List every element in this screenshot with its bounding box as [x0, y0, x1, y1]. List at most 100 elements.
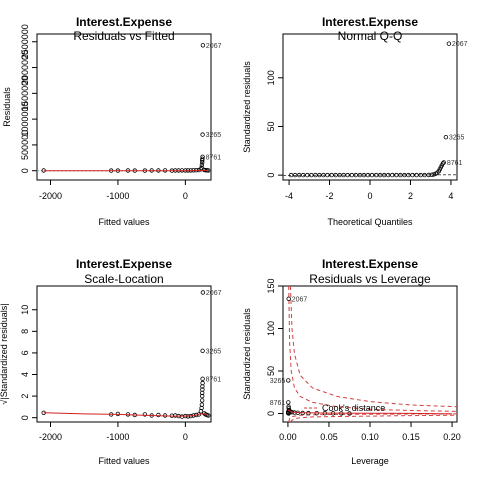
x-tick-label: 0 — [183, 191, 188, 201]
data-point — [142, 412, 148, 417]
data-layer — [283, 41, 457, 178]
y-tick-label: 100 — [266, 321, 276, 336]
data-point — [156, 412, 161, 418]
data-point — [333, 172, 338, 178]
point-label: 2067 — [206, 43, 222, 50]
data-point — [292, 172, 298, 178]
cooks-legend: Cook's distance — [304, 403, 385, 413]
data-point — [431, 172, 436, 177]
point-label: 3265 — [206, 348, 222, 355]
x-tick-label: 0 — [183, 432, 188, 442]
data-point — [377, 172, 383, 178]
data-point — [200, 290, 206, 295]
y-tick-label: 100 — [266, 70, 276, 85]
data-point — [443, 134, 449, 140]
cooks-legend-label: Cook's distance — [322, 403, 385, 413]
x-tick-label: 0.20 — [443, 432, 461, 442]
data-point — [429, 172, 434, 177]
plot-frame — [282, 33, 458, 181]
y-tick-label: 0 — [266, 411, 276, 416]
y-tick-label: 4 — [20, 372, 30, 377]
point-label: 3265 — [270, 378, 286, 385]
y-tick-label: 2000000 — [20, 50, 30, 85]
data-point — [441, 160, 446, 165]
y-tick-label: 150 — [266, 278, 276, 293]
chart-subtitle: Residuals vs Fitted — [73, 29, 174, 43]
y-axis-label: √|Standardized residuals| — [0, 303, 9, 404]
data-point — [398, 172, 403, 178]
y-tick-label: 50 — [266, 366, 276, 376]
x-axis-label: Theoretical Quantiles — [327, 217, 413, 227]
y-tick-label: 50 — [266, 121, 276, 131]
data-point — [200, 132, 205, 137]
data-point — [199, 402, 205, 407]
data-point — [440, 161, 445, 166]
plot-frame — [282, 285, 458, 423]
x-tick-label: 0.00 — [279, 432, 297, 442]
data-point — [369, 172, 375, 178]
x-tick-label: 2 — [408, 191, 413, 201]
data-layer — [285, 286, 457, 422]
point-label: 2067 — [292, 296, 308, 303]
y-tick-label: 0 — [266, 173, 276, 178]
y-axis-label: Standardized residuals — [242, 308, 252, 400]
y-tick-label: 1500000 — [20, 76, 30, 111]
data-point — [446, 41, 452, 46]
data-point — [301, 172, 306, 178]
x-tick-label: 0 — [367, 191, 372, 201]
x-tick-label: 4 — [448, 191, 453, 201]
data-point — [426, 172, 431, 178]
chart-subtitle: Residuals vs Leverage — [309, 272, 431, 286]
x-tick-label: 0.15 — [402, 432, 420, 442]
smoother-line — [43, 412, 208, 417]
data-point — [345, 172, 350, 178]
x-axis-label: Leverage — [351, 456, 389, 466]
x-tick-label: 0.10 — [361, 432, 379, 442]
data-point — [200, 154, 205, 159]
x-tick-label: -1000 — [106, 191, 129, 201]
x-tick-label: -2000 — [39, 432, 62, 442]
plot-frame — [36, 33, 212, 181]
data-point — [199, 398, 205, 403]
x-tick-label: 0.05 — [320, 432, 338, 442]
data-point — [317, 172, 322, 178]
y-tick-label: 1000000 — [20, 102, 30, 137]
chart-title: Interest.Expense — [322, 15, 418, 29]
x-tick-label: -2000 — [39, 191, 62, 201]
chart-title: Interest.Expense — [322, 257, 418, 271]
y-tick-label: 2 — [20, 394, 30, 399]
data-point — [199, 162, 205, 168]
point-label: 3265 — [449, 135, 465, 142]
data-point — [200, 376, 205, 381]
plot-frame — [36, 285, 212, 423]
y-axis-label: Residuals — [2, 87, 12, 127]
y-tick-label: 8 — [20, 329, 30, 334]
x-axis-label: Fitted values — [98, 456, 150, 466]
data-point — [199, 165, 204, 170]
cooks-distance-curve — [288, 413, 457, 422]
x-tick-label: -1000 — [106, 432, 129, 442]
x-tick-label: -2 — [326, 191, 334, 201]
y-tick-label: 6 — [20, 350, 30, 355]
data-point — [422, 172, 427, 178]
chart-title: Interest.Expense — [76, 257, 172, 271]
point-label: 8761 — [270, 400, 286, 407]
data-point — [200, 43, 206, 48]
point-label: 2067 — [452, 41, 468, 48]
data-point — [286, 296, 291, 301]
data-layer — [37, 43, 211, 173]
data-point — [386, 172, 391, 178]
chart-title: Interest.Expense — [76, 15, 172, 29]
cooks-distance-curve — [288, 286, 457, 412]
cooks-distance-curve — [289, 286, 457, 408]
data-point — [325, 172, 330, 178]
point-label: 8761 — [447, 160, 463, 167]
data-point — [286, 411, 291, 416]
data-point — [353, 172, 358, 178]
chart-subtitle: Normal Q-Q — [338, 29, 403, 43]
